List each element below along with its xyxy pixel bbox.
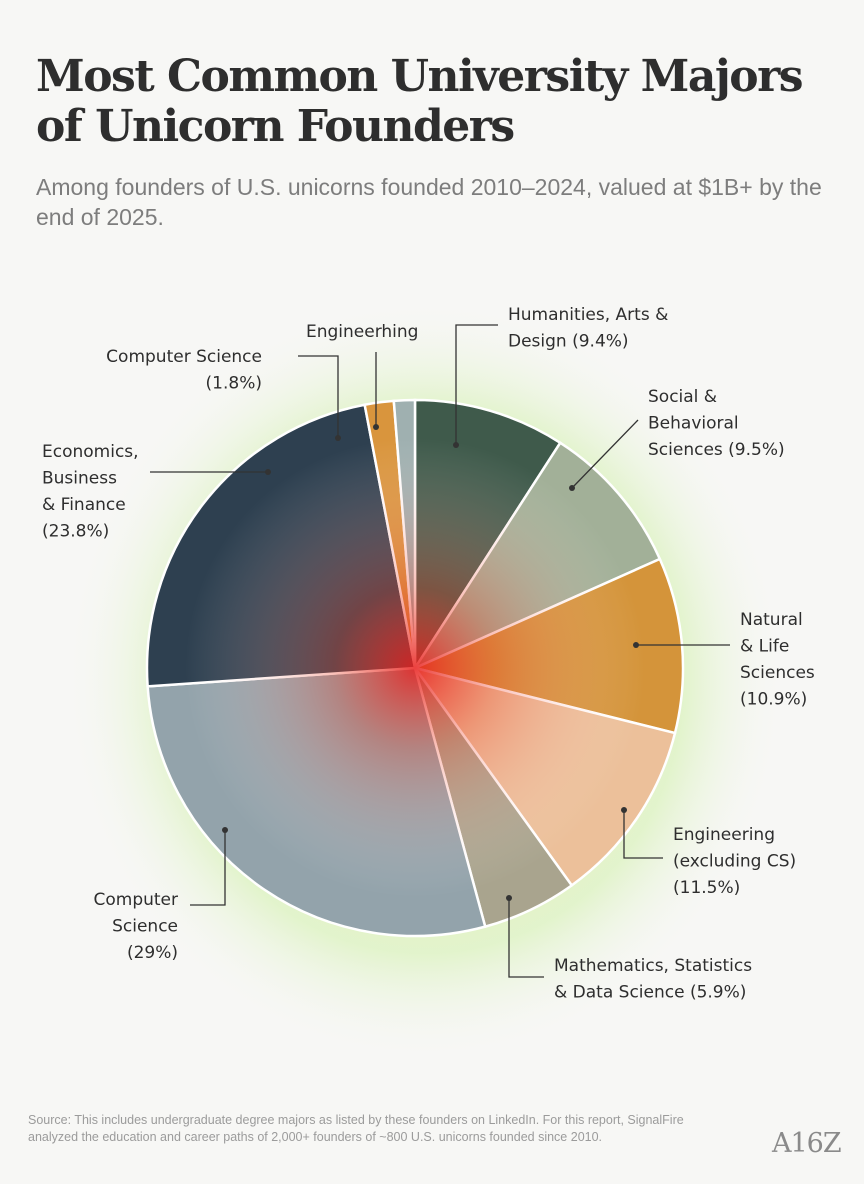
slice-label: Mathematics, Statistics & Data Science (5… <box>554 956 752 1003</box>
leader-dot <box>222 827 228 833</box>
slice-label-line: Design (9.4%) <box>508 332 629 352</box>
leader-dot <box>453 442 459 448</box>
source-note: Source: This includes undergraduate degr… <box>28 1113 684 1144</box>
slice-label-line: (23.8%) <box>42 522 109 542</box>
leader-dot <box>569 485 575 491</box>
slice-labels: Humanities, Arts & Design (9.4%) Social & B… <box>42 305 815 1003</box>
slice-label: Natural & Life Sciences (10.9%) <box>740 610 815 710</box>
slice-label-line: Engineering <box>673 825 775 845</box>
leader-line <box>298 355 339 438</box>
leader-line <box>623 810 663 859</box>
a16z-logo: A16Z <box>772 1128 842 1159</box>
slice-label-line: Mathematics, Statistics <box>554 956 752 976</box>
slice-label-line: Science <box>112 917 178 937</box>
leader-dot <box>373 424 379 430</box>
leader-dot <box>506 895 512 901</box>
slice-label-line: Sciences (9.5%) <box>648 440 785 460</box>
leader-line <box>455 324 498 445</box>
slice-label-line: Natural <box>740 610 803 630</box>
center-glow <box>185 438 645 898</box>
slice-label: Humanities, Arts & Design (9.4%) <box>508 305 668 352</box>
chart-title: Most Common University Majors of Unicorn… <box>36 51 804 152</box>
slice-label-line: (excluding CS) <box>673 852 796 872</box>
slice-label-line: & Data Science (5.9%) <box>554 983 746 1003</box>
leader-line <box>190 830 226 906</box>
slice-label: Engineering (excluding CS) (11.5%) <box>673 825 796 898</box>
slice-label: Economics, Business & Finance (23.8%) <box>42 442 139 542</box>
slice-label-line: (11.5%) <box>673 878 740 898</box>
slice-label-line: Computer <box>93 890 178 910</box>
slice-label-line: Behavioral <box>648 414 739 434</box>
slice-label-line: Sciences <box>740 663 815 683</box>
leader-line <box>571 419 639 489</box>
leader-lines <box>150 324 730 978</box>
slice-label-line: Economics, <box>42 442 139 462</box>
leader-dot <box>335 435 341 441</box>
chart-subtitle: Among founders of U.S. unicorns founded … <box>36 174 822 230</box>
slice-label-line: & Life <box>740 637 789 657</box>
slice-label-line: Computer Science <box>106 347 262 367</box>
slice-label: Social & Behavioral Sciences (9.5%) <box>648 387 785 460</box>
slice-label: Engineerhing <box>306 322 418 342</box>
leader-dot <box>621 807 627 813</box>
slice-label-line: Business <box>42 469 117 489</box>
slice-label-line: Engineerhing <box>306 322 418 342</box>
slice-label-line: (29%) <box>127 943 178 963</box>
slice-label: Computer Science (29%) <box>93 890 178 963</box>
slice-label: Computer Science (1.8%) <box>106 347 262 394</box>
leader-dot <box>265 469 271 475</box>
slice-label-line: (1.8%) <box>206 374 262 394</box>
slice-label-line: (10.9%) <box>740 690 807 710</box>
slice-label-line: & Finance <box>42 495 126 515</box>
leader-dot <box>633 642 639 648</box>
slice-label-line: Social & <box>648 387 717 407</box>
slice-label-line: Humanities, Arts & <box>508 305 668 325</box>
leader-line <box>508 898 544 978</box>
